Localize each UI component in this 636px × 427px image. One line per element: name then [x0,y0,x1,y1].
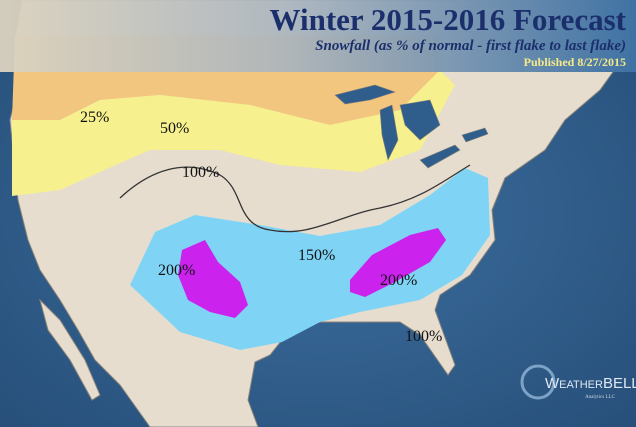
subtitle: Snowfall (as % of normal - first flake t… [315,38,626,54]
published: Published 8/27/2015 [524,55,626,69]
header-band [0,0,636,72]
map-label: 150% [298,247,335,264]
logo-name: WeatherBELL [545,375,636,392]
map-label: 100% [182,164,219,181]
band-200-east [350,228,446,297]
logo: WeatherBELL Analytics LLC [520,364,636,400]
map-label: 200% [158,262,195,279]
logo-tagline: Analytics LLC [585,395,616,400]
contour-100 [119,164,471,233]
title: Winter 2015-2016 Forecast [270,2,627,37]
map-label: 25% [80,109,109,126]
great-lakes [334,84,489,169]
band-200-west [178,240,248,318]
band-50 [12,70,455,196]
map-label: 200% [380,272,417,289]
baja [39,298,101,401]
map-label: 50% [160,120,189,137]
map-label: 100% [405,328,442,345]
